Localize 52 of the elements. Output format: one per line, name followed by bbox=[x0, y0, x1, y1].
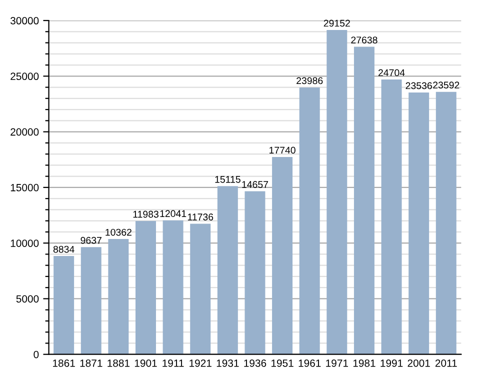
x-tick-label: 1871 bbox=[80, 359, 102, 367]
bar bbox=[162, 220, 184, 354]
y-tick-label: 30000 bbox=[10, 17, 39, 24]
y-tick-label: 5000 bbox=[16, 295, 39, 303]
bar bbox=[108, 239, 129, 354]
bar bbox=[217, 186, 238, 354]
x-tick-label: 1991 bbox=[380, 359, 403, 367]
data-label: 9637 bbox=[80, 236, 102, 244]
data-label: 17740 bbox=[270, 146, 296, 154]
x-tick-label: 1971 bbox=[326, 359, 348, 367]
data-label: 12041 bbox=[160, 210, 186, 218]
y-tick-label: 25000 bbox=[10, 72, 39, 80]
x-tick-label: 1901 bbox=[134, 359, 157, 367]
x-tick-label: 1961 bbox=[298, 359, 321, 367]
data-label: 27638 bbox=[351, 36, 378, 44]
bar bbox=[244, 191, 266, 354]
bar bbox=[381, 79, 402, 354]
x-tick-label: 1921 bbox=[190, 359, 212, 367]
bar bbox=[80, 247, 102, 354]
data-label: 11983 bbox=[133, 210, 158, 218]
x-tick-label: 1951 bbox=[272, 359, 294, 367]
data-label: 11736 bbox=[188, 214, 214, 220]
data-label: 23592 bbox=[433, 82, 460, 89]
y-tick-label: 15000 bbox=[10, 184, 39, 192]
bar bbox=[54, 256, 74, 354]
bar bbox=[326, 30, 348, 354]
x-tick-label: 1936 bbox=[244, 359, 266, 367]
bar bbox=[299, 87, 320, 354]
x-tick-label: 1931 bbox=[216, 359, 239, 367]
data-label: 24704 bbox=[378, 69, 405, 76]
data-label: 23986 bbox=[296, 77, 323, 84]
bar bbox=[272, 156, 293, 354]
data-label: 10362 bbox=[106, 228, 132, 236]
data-label: 23536 bbox=[406, 82, 432, 90]
y-tick-label: 10000 bbox=[10, 240, 39, 247]
bar bbox=[136, 221, 156, 354]
data-label: 8834 bbox=[53, 246, 74, 253]
bar bbox=[354, 46, 374, 354]
data-label: 29152 bbox=[324, 20, 350, 27]
bar bbox=[408, 92, 430, 354]
x-tick-label: 2011 bbox=[435, 359, 457, 367]
bar bbox=[436, 92, 456, 354]
data-label: 14657 bbox=[242, 181, 268, 188]
y-tick-label: 0 bbox=[34, 350, 39, 358]
x-tick-label: 2001 bbox=[408, 359, 430, 367]
x-tick-label: 1861 bbox=[53, 359, 75, 367]
x-tick-label: 1981 bbox=[353, 359, 376, 367]
x-tick-label: 1881 bbox=[108, 359, 130, 367]
y-tick-label: 20000 bbox=[10, 128, 39, 136]
bar bbox=[190, 224, 211, 354]
x-tick-label: 1911 bbox=[162, 359, 184, 367]
data-label: 15115 bbox=[215, 176, 240, 183]
